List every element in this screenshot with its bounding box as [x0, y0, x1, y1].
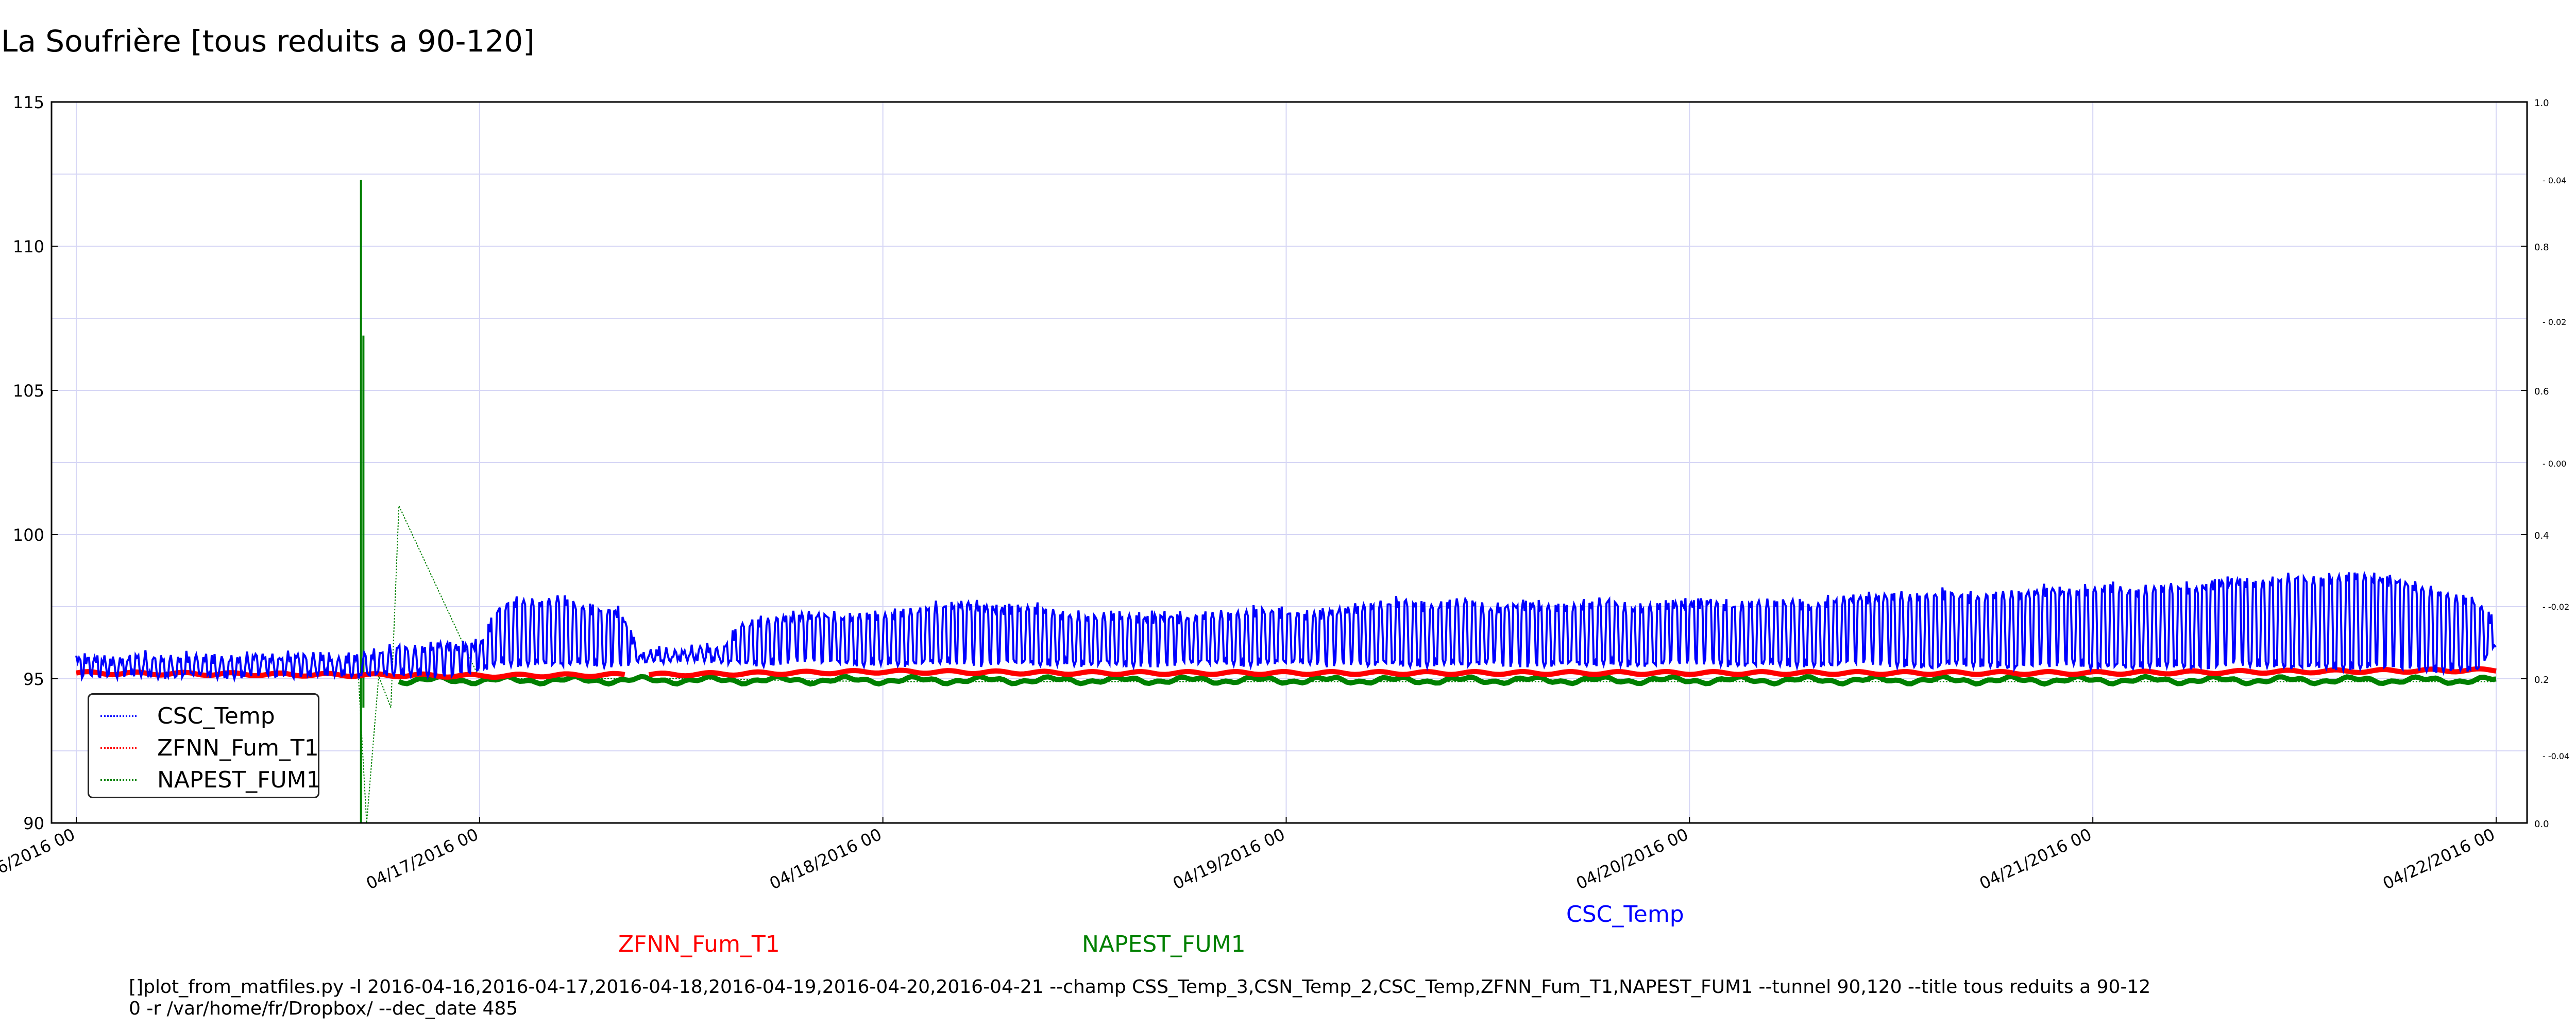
right-tick-label: 0.4 — [2534, 530, 2549, 541]
y-tick-label: 95 — [23, 670, 44, 689]
x-tick-label: 04/16/2016 00 — [0, 825, 78, 894]
y-tick-label: 100 — [13, 525, 44, 545]
legend: CSC_Temp ZFNN_Fum_T1 NAPEST_FUM1 — [88, 693, 321, 798]
y-tick-label: 105 — [13, 381, 44, 401]
right-tick-label: 0.8 — [2534, 242, 2549, 253]
right-minor-tick-label: - 0.04 — [2543, 176, 2566, 185]
legend-item-zfnn-fum-t1: ZFNN_Fum_T1 — [89, 733, 319, 764]
command-line-text: []plot_from_matfiles.py -l 2016-04-16,20… — [129, 976, 2150, 1020]
right-minor-tick-label: - 0.02 — [2543, 317, 2566, 327]
x-tick-label: 04/21/2016 00 — [1976, 825, 2094, 894]
legend-swatch-napest-fum1 — [100, 779, 137, 781]
right-tick-label: 0.2 — [2534, 675, 2549, 685]
command-line-1: []plot_from_matfiles.py -l 2016-04-16,20… — [129, 976, 2151, 998]
chart-title: La Soufrière [tous reduits a 90-120] — [1, 24, 535, 59]
right-minor-tick-label: - -0.04 — [2543, 751, 2569, 761]
legend-label-csc-temp: CSC_Temp — [157, 703, 275, 729]
right-minor-tick-label: - 0.00 — [2543, 459, 2566, 469]
grid-lines — [52, 102, 2527, 823]
legend-label-zfnn-fum-t1: ZFNN_Fum_T1 — [157, 735, 319, 761]
right-minor-tick-label: - -0.02 — [2543, 602, 2569, 612]
x-tick-label: 04/22/2016 00 — [2380, 825, 2498, 894]
right-tick-label: 0.6 — [2534, 386, 2549, 397]
right-tick-label: 1.0 — [2534, 98, 2549, 109]
series-napest-fum1-band — [398, 674, 2497, 687]
y-tick-label: 115 — [13, 93, 44, 112]
axis-ticks: 04/16/2016 00 04/17/2016 00 04/18/2016 00 0… — [0, 93, 2569, 894]
legend-swatch-csc-temp — [100, 715, 137, 717]
series-csc-temp — [75, 570, 2497, 683]
legend-item-csc-temp: CSC_Temp — [89, 701, 318, 732]
x-tick-label: 04/17/2016 00 — [363, 825, 481, 894]
right-tick-label: 0.0 — [2534, 819, 2549, 830]
x-tick-label: 04/18/2016 00 — [767, 825, 885, 894]
legend-label-napest-fum1: NAPEST_FUM1 — [157, 767, 321, 793]
x-tick-label: 04/19/2016 00 — [1170, 825, 1288, 894]
y-tick-label: 90 — [23, 814, 44, 833]
series-label-csc-temp: CSC_Temp — [1566, 901, 1684, 928]
series-label-napest-fum1: NAPEST_FUM1 — [1082, 931, 1246, 957]
series-area — [75, 180, 2497, 823]
legend-swatch-zfnn-fum-t1 — [100, 747, 137, 749]
y-tick-label: 110 — [13, 237, 44, 256]
series-label-zfnn-fum-t1: ZFNN_Fum_T1 — [618, 931, 780, 957]
legend-item-napest-fum1: NAPEST_FUM1 — [89, 765, 321, 796]
series-zfnn-fum-t1 — [648, 666, 2497, 679]
x-tick-label: 04/20/2016 00 — [1573, 825, 1691, 894]
command-line-2: 0 -r /var/home/fr/Dropbox/ --dec_date 48… — [129, 998, 518, 1019]
plot-frame — [50, 101, 2528, 824]
